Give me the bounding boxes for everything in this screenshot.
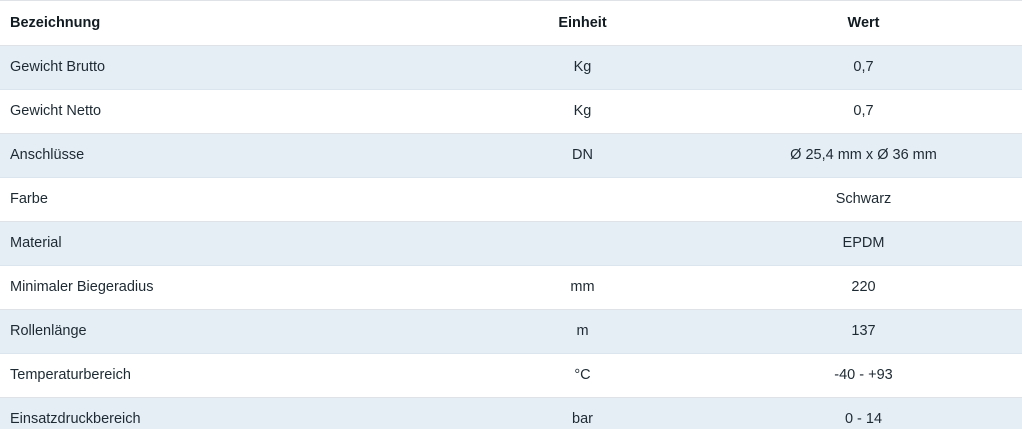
column-header-wert: Wert	[705, 1, 1022, 46]
cell-bezeichnung: Gewicht Brutto	[0, 45, 460, 90]
cell-wert: Schwarz	[705, 177, 1022, 222]
cell-wert: 220	[705, 265, 1022, 310]
table-body: Gewicht Brutto Kg 0,7 Gewicht Netto Kg 0,7 Ans…	[0, 45, 1022, 429]
table-row: Temperaturbereich °C -40 - +93	[0, 353, 1022, 398]
table-row: Material EPDM	[0, 221, 1022, 266]
cell-bezeichnung: Anschlüsse	[0, 133, 460, 178]
table-row: Gewicht Netto Kg 0,7	[0, 89, 1022, 134]
cell-bezeichnung: Farbe	[0, 177, 460, 222]
cell-bezeichnung: Minimaler Biegeradius	[0, 265, 460, 310]
cell-wert: 0 - 14	[705, 397, 1022, 429]
cell-wert: Ø 25,4 mm x Ø 36 mm	[705, 133, 1022, 178]
table-row: Anschlüsse DN Ø 25,4 mm x Ø 36 mm	[0, 133, 1022, 178]
cell-wert: 137	[705, 309, 1022, 354]
table-header-row: Bezeichnung Einheit Wert	[0, 1, 1022, 46]
table-row: Gewicht Brutto Kg 0,7	[0, 45, 1022, 90]
column-header-bezeichnung: Bezeichnung	[0, 1, 460, 46]
cell-einheit: bar	[460, 397, 705, 429]
cell-einheit: mm	[460, 265, 705, 310]
cell-bezeichnung: Rollenlänge	[0, 309, 460, 354]
cell-wert: 0,7	[705, 89, 1022, 134]
cell-einheit	[460, 221, 705, 266]
cell-einheit: m	[460, 309, 705, 354]
cell-bezeichnung: Material	[0, 221, 460, 266]
cell-einheit: Kg	[460, 89, 705, 134]
cell-einheit: DN	[460, 133, 705, 178]
cell-wert: -40 - +93	[705, 353, 1022, 398]
cell-wert: EPDM	[705, 221, 1022, 266]
cell-einheit: °C	[460, 353, 705, 398]
cell-einheit	[460, 177, 705, 222]
table-row: Farbe Schwarz	[0, 177, 1022, 222]
table-row: Einsatzdruckbereich bar 0 - 14	[0, 397, 1022, 429]
cell-wert: 0,7	[705, 45, 1022, 90]
cell-bezeichnung: Einsatzdruckbereich	[0, 397, 460, 429]
column-header-einheit: Einheit	[460, 1, 705, 46]
cell-einheit: Kg	[460, 45, 705, 90]
table-row: Rollenlänge m 137	[0, 309, 1022, 354]
cell-bezeichnung: Temperaturbereich	[0, 353, 460, 398]
cell-bezeichnung: Gewicht Netto	[0, 89, 460, 134]
table-row: Minimaler Biegeradius mm 220	[0, 265, 1022, 310]
table-header: Bezeichnung Einheit Wert	[0, 1, 1022, 46]
